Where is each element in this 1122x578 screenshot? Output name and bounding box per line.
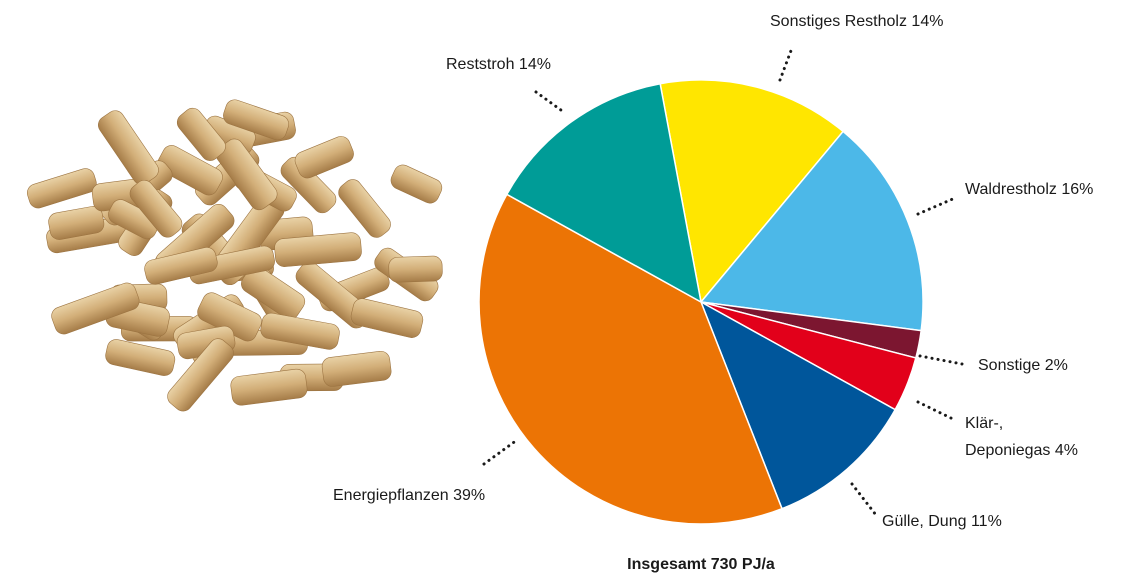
page: Insgesamt 730 PJ/a Sonstiges Restholz 14… <box>0 0 1122 578</box>
value-label: 4% <box>1055 442 1078 459</box>
pellet <box>25 166 99 210</box>
value-label: 14% <box>519 56 551 73</box>
slice-label: Sonstige 2% <box>978 352 1118 379</box>
slice-label: Reststroh 14% <box>446 51 606 78</box>
slice-label: Waldrestholz 16% <box>965 176 1122 203</box>
slice-label: Gülle, Dung 11% <box>882 508 1082 535</box>
pellet <box>104 338 177 378</box>
category-label: Waldrestholz <box>965 181 1057 198</box>
slice-label: Klär-, Deponiegas 4% <box>965 410 1090 464</box>
value-label: 14% <box>911 13 943 30</box>
pellet <box>335 176 394 241</box>
slice-label: Energiepflanzen 39% <box>333 482 533 509</box>
category-label: Gülle, Dung <box>882 513 967 530</box>
pellet <box>388 162 445 206</box>
pellet <box>388 256 442 283</box>
value-label: 39% <box>453 487 485 504</box>
pie <box>479 80 923 524</box>
category-label: Reststroh <box>446 56 514 73</box>
category-label: Sonstiges Restholz <box>770 13 907 30</box>
slice-label: Sonstiges Restholz 14% <box>770 8 1030 35</box>
category-label: Sonstige <box>978 357 1040 374</box>
category-label: Klär-, Deponiegas <box>965 415 1050 459</box>
value-label: 16% <box>1061 181 1093 198</box>
pellet <box>321 350 392 387</box>
pellet <box>230 368 308 406</box>
value-label: 2% <box>1045 357 1068 374</box>
category-label: Energiepflanzen <box>333 487 449 504</box>
pellet <box>349 297 424 340</box>
chart-title: Insgesamt 730 PJ/a <box>0 556 1122 574</box>
pellet-illustration <box>25 97 445 414</box>
pellet <box>292 134 356 181</box>
chart <box>0 0 1122 578</box>
value-label: 11% <box>971 513 1002 530</box>
pellet <box>95 107 162 188</box>
